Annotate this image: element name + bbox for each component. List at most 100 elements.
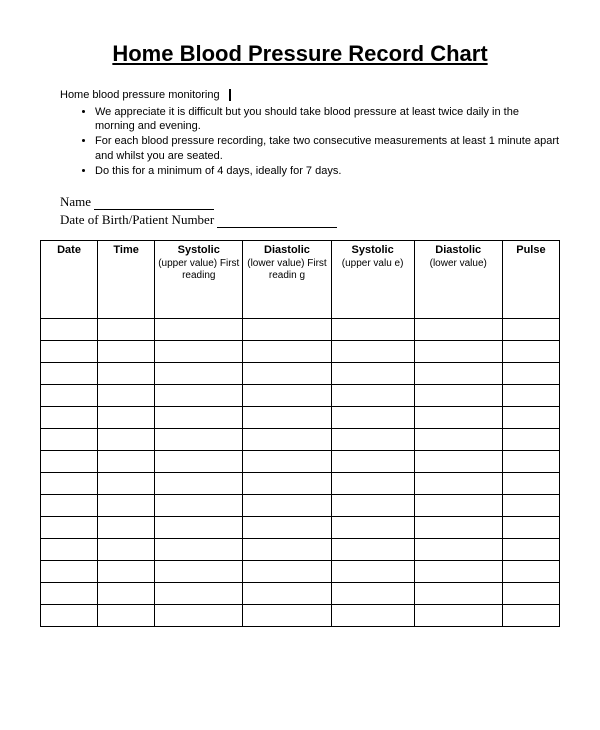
table-cell[interactable] xyxy=(243,583,331,605)
table-cell[interactable] xyxy=(98,605,155,627)
table-cell[interactable] xyxy=(414,517,502,539)
table-cell[interactable] xyxy=(155,363,243,385)
table-cell[interactable] xyxy=(331,473,414,495)
table-cell[interactable] xyxy=(502,429,559,451)
table-cell[interactable] xyxy=(41,561,98,583)
table-cell[interactable] xyxy=(331,429,414,451)
table-cell[interactable] xyxy=(331,407,414,429)
table-cell[interactable] xyxy=(243,385,331,407)
table-cell[interactable] xyxy=(502,495,559,517)
table-cell[interactable] xyxy=(243,341,331,363)
table-cell[interactable] xyxy=(98,341,155,363)
table-cell[interactable] xyxy=(243,429,331,451)
table-cell[interactable] xyxy=(414,495,502,517)
dob-input-line[interactable] xyxy=(217,216,337,228)
table-cell[interactable] xyxy=(98,385,155,407)
table-cell[interactable] xyxy=(331,495,414,517)
table-cell[interactable] xyxy=(243,495,331,517)
table-cell[interactable] xyxy=(155,495,243,517)
table-cell[interactable] xyxy=(98,583,155,605)
table-cell[interactable] xyxy=(98,495,155,517)
table-cell[interactable] xyxy=(331,605,414,627)
table-cell[interactable] xyxy=(414,583,502,605)
table-cell[interactable] xyxy=(331,385,414,407)
table-cell[interactable] xyxy=(155,407,243,429)
table-cell[interactable] xyxy=(41,473,98,495)
table-cell[interactable] xyxy=(98,363,155,385)
table-cell[interactable] xyxy=(331,561,414,583)
table-cell[interactable] xyxy=(331,319,414,341)
table-cell[interactable] xyxy=(41,495,98,517)
table-cell[interactable] xyxy=(502,517,559,539)
table-cell[interactable] xyxy=(155,319,243,341)
table-cell[interactable] xyxy=(98,561,155,583)
table-cell[interactable] xyxy=(331,583,414,605)
table-cell[interactable] xyxy=(331,517,414,539)
table-cell[interactable] xyxy=(155,605,243,627)
table-cell[interactable] xyxy=(98,319,155,341)
table-cell[interactable] xyxy=(155,517,243,539)
table-cell[interactable] xyxy=(41,583,98,605)
table-cell[interactable] xyxy=(243,539,331,561)
table-cell[interactable] xyxy=(41,517,98,539)
table-cell[interactable] xyxy=(243,451,331,473)
table-cell[interactable] xyxy=(41,605,98,627)
table-cell[interactable] xyxy=(155,539,243,561)
table-cell[interactable] xyxy=(502,385,559,407)
table-cell[interactable] xyxy=(98,407,155,429)
table-cell[interactable] xyxy=(502,407,559,429)
table-cell[interactable] xyxy=(155,451,243,473)
table-cell[interactable] xyxy=(502,341,559,363)
table-cell[interactable] xyxy=(414,429,502,451)
table-cell[interactable] xyxy=(331,363,414,385)
table-cell[interactable] xyxy=(502,363,559,385)
name-input-line[interactable] xyxy=(94,198,214,210)
table-cell[interactable] xyxy=(243,561,331,583)
table-cell[interactable] xyxy=(502,605,559,627)
table-cell[interactable] xyxy=(98,517,155,539)
table-cell[interactable] xyxy=(414,363,502,385)
table-cell[interactable] xyxy=(502,319,559,341)
table-cell[interactable] xyxy=(243,473,331,495)
table-cell[interactable] xyxy=(41,385,98,407)
table-cell[interactable] xyxy=(414,539,502,561)
table-cell[interactable] xyxy=(331,539,414,561)
table-cell[interactable] xyxy=(155,561,243,583)
table-cell[interactable] xyxy=(155,583,243,605)
table-cell[interactable] xyxy=(41,539,98,561)
table-cell[interactable] xyxy=(414,473,502,495)
table-cell[interactable] xyxy=(414,341,502,363)
table-cell[interactable] xyxy=(41,451,98,473)
table-cell[interactable] xyxy=(41,363,98,385)
table-cell[interactable] xyxy=(243,605,331,627)
table-cell[interactable] xyxy=(414,319,502,341)
table-cell[interactable] xyxy=(41,319,98,341)
table-cell[interactable] xyxy=(243,363,331,385)
table-cell[interactable] xyxy=(331,451,414,473)
table-cell[interactable] xyxy=(414,605,502,627)
table-cell[interactable] xyxy=(502,539,559,561)
table-cell[interactable] xyxy=(155,429,243,451)
table-cell[interactable] xyxy=(414,561,502,583)
table-cell[interactable] xyxy=(155,473,243,495)
table-cell[interactable] xyxy=(155,385,243,407)
table-cell[interactable] xyxy=(502,583,559,605)
table-cell[interactable] xyxy=(243,517,331,539)
table-cell[interactable] xyxy=(98,429,155,451)
table-cell[interactable] xyxy=(331,341,414,363)
table-cell[interactable] xyxy=(98,539,155,561)
table-cell[interactable] xyxy=(41,407,98,429)
table-cell[interactable] xyxy=(502,473,559,495)
table-cell[interactable] xyxy=(98,451,155,473)
table-cell[interactable] xyxy=(243,407,331,429)
table-cell[interactable] xyxy=(155,341,243,363)
table-cell[interactable] xyxy=(243,319,331,341)
table-cell[interactable] xyxy=(41,341,98,363)
table-cell[interactable] xyxy=(41,429,98,451)
table-cell[interactable] xyxy=(502,561,559,583)
table-cell[interactable] xyxy=(502,451,559,473)
table-cell[interactable] xyxy=(98,473,155,495)
table-cell[interactable] xyxy=(414,385,502,407)
table-cell[interactable] xyxy=(414,451,502,473)
table-cell[interactable] xyxy=(414,407,502,429)
